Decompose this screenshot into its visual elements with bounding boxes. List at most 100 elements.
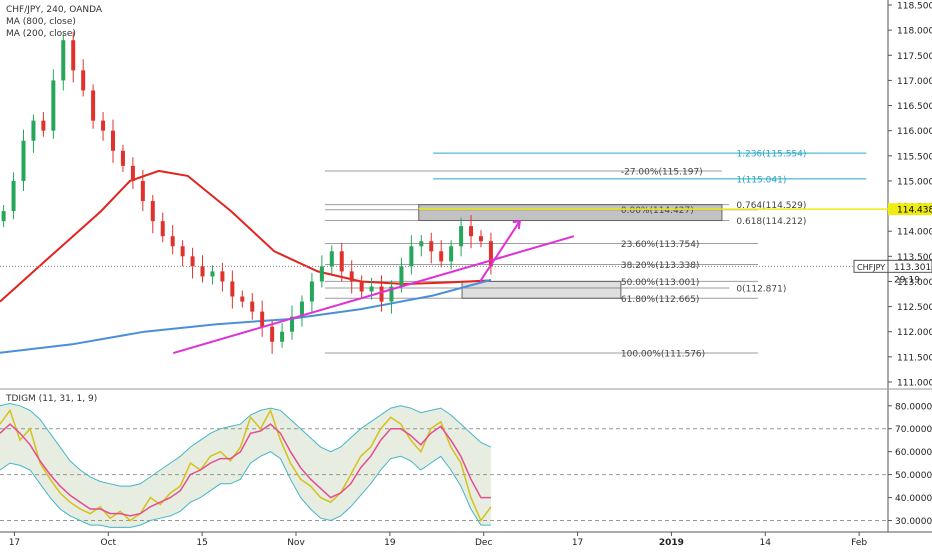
candle-up: [409, 246, 414, 267]
time-tick-label: 17: [9, 538, 20, 548]
candle-up: [51, 80, 56, 131]
ma800-label: MA (800, close): [6, 17, 76, 27]
candle-up: [299, 301, 304, 317]
price-tick-label: 114.000: [897, 228, 932, 238]
price-tick-label: 118.500: [897, 2, 932, 12]
current-price-tag: [888, 203, 932, 216]
candle-down: [101, 120, 106, 131]
oscillator-label: TDIGM (11, 31, 1, 9): [6, 394, 98, 404]
candle-down: [359, 281, 364, 292]
candle-down: [190, 256, 195, 267]
price-tick-label: 111.000: [897, 378, 932, 388]
symbol-price-tag: [887, 259, 932, 273]
candle-up: [61, 40, 66, 81]
candle-down: [111, 130, 116, 151]
osc-signal-line: [0, 423, 491, 517]
candle-down: [379, 286, 384, 302]
osc-tick-label: 40.0000: [895, 494, 932, 504]
time-tick-label: Dec: [475, 538, 492, 548]
symbol-price-value: 113.301: [894, 263, 931, 273]
fib-level-label: 50.00%(113.001): [621, 278, 700, 288]
ma200-line: [0, 278, 492, 354]
price-tick-label: 116.000: [897, 127, 932, 137]
candle-down: [339, 251, 344, 272]
candle-up: [309, 281, 314, 302]
price-tick-label: 115.500: [897, 152, 932, 162]
candle-down: [349, 271, 354, 282]
candle-down: [270, 326, 275, 342]
price-tick-label: 111.500: [897, 353, 932, 363]
fib-level-label: 61.80%(112.665): [621, 295, 700, 305]
resistance-zone: [418, 204, 723, 222]
time-tick-label: 19: [384, 538, 396, 548]
candle-up: [399, 266, 404, 287]
price-tick-label: 112.000: [897, 328, 932, 338]
time-tick-label: 17: [572, 538, 583, 548]
fib-level-label: 0(112.871): [736, 284, 786, 294]
fib-level-label: -27.00%(115.197): [621, 168, 703, 178]
candle-down: [170, 236, 175, 247]
candle-up: [11, 180, 16, 212]
bar-countdown: 29:19: [894, 275, 920, 285]
candle-down: [130, 165, 135, 181]
price-tick-label: 117.000: [897, 77, 932, 87]
fib-level-label: 1(115.041): [736, 175, 786, 185]
support-zone: [461, 280, 622, 299]
fib-level-label: 100.00%(111.576): [621, 350, 705, 360]
fib-level-label: 0.764(114.529): [736, 201, 806, 211]
candle-down: [250, 301, 255, 312]
candle-up: [389, 286, 394, 302]
candle-down: [140, 180, 145, 202]
fib-level-label: 0.618(114.212): [736, 217, 806, 227]
candle-up: [280, 331, 285, 342]
price-tick-label: 118.000: [897, 27, 932, 37]
ma800-line: [0, 169, 491, 303]
candle-down: [439, 251, 444, 262]
osc-tick-label: 70.0000: [895, 425, 932, 435]
candle-down: [71, 40, 76, 71]
fib-level-label: 1.236(115.554): [736, 150, 806, 160]
candle-down: [469, 226, 474, 237]
osc-rsi-line: [0, 408, 492, 522]
osc-upper-band: [0, 402, 492, 487]
osc-tick-label: 50.0000: [895, 471, 932, 481]
osc-tick-label: 80.0000: [895, 402, 932, 412]
time-tick-label: Feb: [851, 538, 867, 548]
candle-up: [449, 246, 454, 262]
ma200-label: MA (200, close): [6, 29, 76, 39]
candle-up: [21, 140, 26, 181]
osc-tick-label: 60.0000: [895, 448, 932, 458]
time-tick-label: Oct: [101, 538, 117, 548]
arrow-head-icon: [512, 219, 521, 230]
candle-up: [319, 266, 324, 282]
candle-down: [260, 311, 265, 327]
current-price-value: 114.438: [897, 206, 932, 216]
fib-level-label: 23.60%(113.754): [621, 240, 700, 250]
candle-down: [180, 246, 185, 257]
candle-down: [91, 90, 96, 121]
fib-level-label: 0.00%(114.427): [621, 206, 694, 216]
candle-up: [329, 251, 334, 267]
symbol-line: CHF/JPY, 240, OANDA: [6, 5, 103, 15]
candle-down: [81, 70, 86, 91]
price-tick-label: 113.500: [897, 253, 932, 263]
symbol-tag-label: CHFJPY: [857, 263, 885, 272]
candle-down: [478, 236, 483, 242]
time-tick-label: Nov: [287, 538, 305, 548]
candle-up: [210, 271, 215, 277]
time-tick-label: 15: [196, 538, 207, 548]
price-tick-label: 113.000: [897, 278, 932, 288]
projection-arrow: [479, 220, 521, 283]
trendline-support: [172, 235, 575, 354]
time-tick-label: 2019: [659, 538, 684, 548]
candle-up: [31, 120, 36, 141]
candle-up: [459, 226, 464, 247]
price-tick-label: 116.500: [897, 102, 932, 112]
candle-up: [369, 286, 374, 292]
candle-down: [220, 271, 225, 282]
time-tick-label: 14: [760, 538, 772, 548]
osc-band-fill: [0, 403, 491, 528]
osc-tick-label: 30.0000: [895, 517, 932, 527]
